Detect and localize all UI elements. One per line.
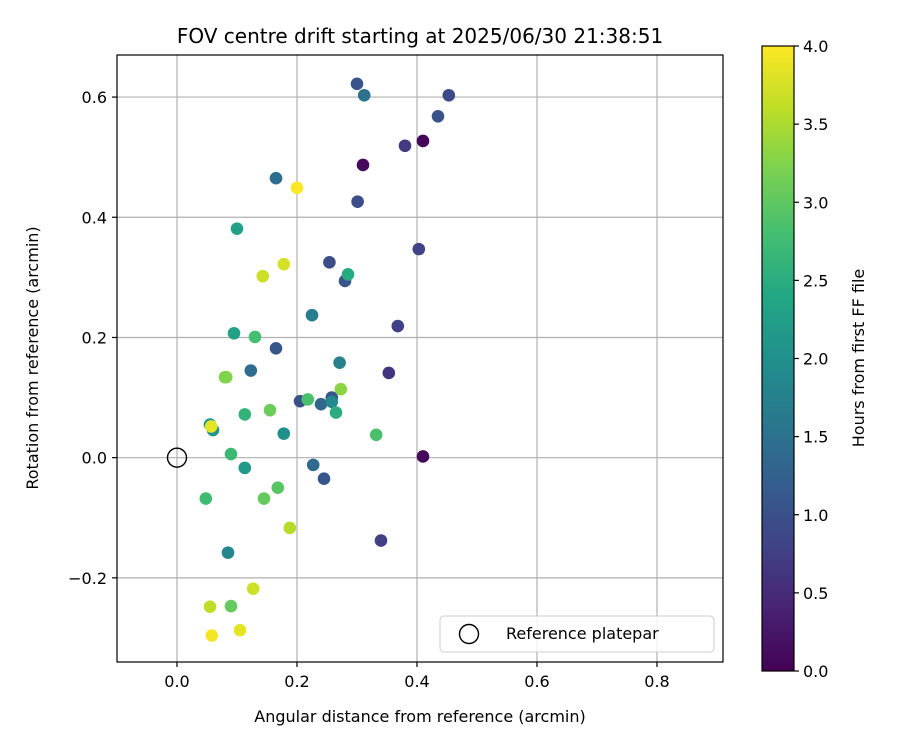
colorbar-tick-label: 3.5 bbox=[803, 115, 828, 134]
data-point bbox=[238, 408, 252, 421]
y-tick-label: −0.2 bbox=[68, 569, 107, 588]
data-point bbox=[350, 77, 364, 91]
data-point bbox=[204, 420, 218, 433]
colorbar-ticks: 0.0 0.5 1.0 1.5 2.0 2.5 3.0 3.5 4.0 bbox=[794, 37, 828, 681]
x-tick-label: 0.2 bbox=[284, 672, 309, 691]
data-point bbox=[431, 110, 445, 123]
data-point bbox=[398, 139, 412, 153]
y-tick-label: 0.6 bbox=[82, 88, 107, 107]
colorbar-tick-label: 1.5 bbox=[803, 428, 828, 447]
data-point bbox=[416, 134, 430, 148]
data-point bbox=[334, 382, 348, 396]
legend-marker-open-circle bbox=[458, 623, 480, 645]
y-tick-label: 0.0 bbox=[82, 449, 107, 468]
colorbar-tick-label: 2.0 bbox=[803, 350, 828, 369]
data-points bbox=[199, 77, 456, 642]
data-point bbox=[256, 269, 270, 283]
data-point bbox=[257, 492, 271, 505]
data-point bbox=[269, 341, 283, 355]
data-point bbox=[442, 88, 456, 102]
x-axis-label: Angular distance from reference (arcmin) bbox=[254, 707, 585, 726]
data-point bbox=[221, 546, 235, 559]
colorbar-label: Hours from first FF file bbox=[849, 269, 868, 448]
reference-marker-group bbox=[166, 447, 188, 468]
data-point bbox=[356, 158, 370, 172]
data-point bbox=[351, 195, 364, 208]
y-axis-label: Rotation from reference (arcmin) bbox=[23, 226, 42, 489]
data-point bbox=[238, 461, 252, 475]
data-point bbox=[357, 88, 371, 102]
data-point bbox=[205, 629, 219, 642]
data-point bbox=[333, 356, 346, 370]
data-point bbox=[374, 534, 388, 547]
data-point bbox=[325, 395, 339, 409]
colorbar-tick-label: 4.0 bbox=[803, 37, 828, 56]
data-point bbox=[382, 366, 396, 380]
data-point bbox=[246, 582, 260, 595]
plot-background bbox=[117, 55, 723, 662]
colorbar-tick-label: 1.0 bbox=[803, 506, 828, 525]
legend-label: Reference platepar bbox=[506, 624, 659, 643]
data-point bbox=[233, 623, 247, 637]
data-point bbox=[369, 428, 383, 442]
data-point bbox=[306, 458, 320, 472]
data-point bbox=[263, 403, 277, 417]
plot-frame bbox=[116, 54, 724, 663]
data-point bbox=[305, 308, 319, 322]
data-point bbox=[227, 326, 241, 340]
y-tick-label: 0.4 bbox=[82, 208, 107, 227]
grid-lines bbox=[117, 55, 723, 662]
data-point bbox=[224, 599, 238, 613]
colorbar: 0.0 0.5 1.0 1.5 2.0 2.5 3.0 3.5 4.0 Hours from f… bbox=[761, 37, 868, 681]
data-point bbox=[219, 370, 233, 384]
data-point bbox=[269, 171, 283, 185]
x-tick-label: 0.4 bbox=[404, 672, 429, 691]
x-tick-label: 0.0 bbox=[164, 672, 189, 691]
data-point bbox=[224, 447, 238, 461]
data-point bbox=[244, 364, 258, 377]
data-point bbox=[323, 256, 336, 269]
data-point bbox=[391, 319, 405, 333]
x-axis-ticks: 0.0 0.2 0.4 0.6 0.8 bbox=[164, 662, 670, 691]
x-tick-label: 0.6 bbox=[524, 672, 549, 691]
data-point bbox=[412, 242, 426, 256]
colorbar-tick-label: 0.5 bbox=[803, 584, 828, 603]
data-point bbox=[317, 472, 331, 485]
data-point bbox=[290, 181, 304, 195]
data-point bbox=[199, 492, 213, 505]
data-point bbox=[248, 330, 262, 344]
y-axis-ticks: −0.2 0.0 0.2 0.4 0.6 bbox=[68, 88, 117, 588]
data-point bbox=[277, 257, 291, 271]
chart-title: FOV centre drift starting at 2025/06/30 … bbox=[177, 24, 663, 48]
data-point bbox=[271, 481, 285, 495]
colorbar-tick-label: 3.0 bbox=[803, 193, 828, 212]
data-point bbox=[301, 393, 315, 406]
data-point bbox=[230, 222, 244, 235]
data-point bbox=[314, 397, 328, 411]
reference-platepar-marker bbox=[166, 447, 188, 468]
data-point bbox=[277, 427, 291, 440]
data-point bbox=[416, 450, 430, 463]
data-point bbox=[341, 268, 355, 281]
data-point bbox=[283, 521, 297, 535]
colorbar-tick-label: 2.5 bbox=[803, 271, 828, 290]
plot-area: 0.0 0.2 0.4 0.6 0.8 −0.2 0.0 0.2 0.4 0.6 bbox=[68, 54, 724, 691]
data-point bbox=[329, 406, 343, 419]
legend: Reference platepar bbox=[439, 615, 715, 653]
legend-box bbox=[439, 615, 715, 653]
data-point bbox=[203, 600, 217, 614]
y-tick-label: 0.2 bbox=[82, 328, 107, 347]
colorbar-tick-label: 0.0 bbox=[803, 662, 828, 681]
x-tick-label: 0.8 bbox=[644, 672, 669, 691]
colorbar-gradient bbox=[762, 46, 794, 671]
